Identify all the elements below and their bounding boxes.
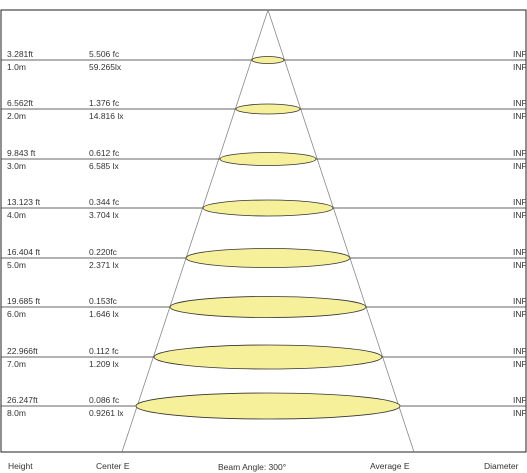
beam-spot-ellipse xyxy=(153,344,383,370)
center-fc-label: 0.612 fc xyxy=(89,148,120,158)
distance-row: 26.247ft 0.086 fc 8.0m 0.9261 lx INF INF xyxy=(1,392,527,420)
beam-spot-ellipse xyxy=(185,248,351,268)
beam-right-edge xyxy=(267,9,415,453)
beam-left-edge xyxy=(121,9,269,453)
diameter-bottom-label: INF xyxy=(513,309,527,319)
height-ft-label: 6.562ft xyxy=(7,98,34,108)
diameter-bottom-label: INF xyxy=(513,62,527,72)
center-fc-label: 0.344 fc xyxy=(89,197,120,207)
height-ft-label: 22.966ft xyxy=(7,346,38,356)
beam-spot-ellipse xyxy=(219,152,317,166)
center-lx-label: 3.704 lx xyxy=(89,210,120,220)
center-lx-label: 14.816 lx xyxy=(89,111,124,121)
diameter-top-label: INF xyxy=(513,395,527,405)
diameter-bottom-label: INF xyxy=(513,408,527,418)
beam-spot-ellipse xyxy=(202,199,334,217)
center-fc-label: 0.112 fc xyxy=(89,346,119,356)
diameter-top-label: INF xyxy=(513,148,527,158)
footer-diameter-label: Diameter xyxy=(484,461,519,471)
distance-row: 6.562ft 1.376 fc 2.0m 14.816 lx INF INF xyxy=(1,98,527,121)
center-fc-label: 0.153fc xyxy=(89,296,118,306)
height-m-label: 5.0m xyxy=(7,260,26,270)
height-ft-label: 3.281ft xyxy=(7,49,34,59)
height-ft-label: 9.843 ft xyxy=(7,148,36,158)
center-lx-label: 1.209 lx xyxy=(89,359,120,369)
center-fc-label: 1.376 fc xyxy=(89,98,120,108)
height-m-label: 8.0m xyxy=(7,408,26,418)
distance-row: 3.281ft 5.506 fc 1.0m 59.265lx INF INF xyxy=(1,49,527,72)
height-m-label: 3.0m xyxy=(7,161,26,171)
diameter-top-label: INF xyxy=(513,346,527,356)
diameter-top-label: INF xyxy=(513,247,527,257)
height-m-label: 6.0m xyxy=(7,309,26,319)
height-ft-label: 13.123 ft xyxy=(7,197,41,207)
beam-spot-ellipse xyxy=(169,296,367,318)
distance-row: 9.843 ft 0.612 fc 3.0m 6.585 lx INF INF xyxy=(1,148,527,171)
center-lx-label: 59.265lx xyxy=(89,62,122,72)
center-lx-label: 6.585 lx xyxy=(89,161,120,171)
beam-spot-ellipse xyxy=(135,392,401,420)
height-ft-label: 16.404 ft xyxy=(7,247,41,257)
distance-row: 22.966ft 0.112 fc 7.0m 1.209 lx INF INF xyxy=(1,344,527,370)
footer-center-label: Center E xyxy=(96,461,130,471)
diameter-top-label: INF xyxy=(513,98,527,108)
center-lx-label: 1.646 lx xyxy=(89,309,120,319)
diameter-bottom-label: INF xyxy=(513,210,527,220)
distance-row: 16.404 ft 0.220fc 5.0m 2.371 lx INF INF xyxy=(1,247,527,270)
diameter-bottom-label: INF xyxy=(513,260,527,270)
diameter-bottom-label: INF xyxy=(513,359,527,369)
diameter-top-label: INF xyxy=(513,197,527,207)
center-fc-label: 5.506 fc xyxy=(89,49,120,59)
center-lx-label: 0.9261 lx xyxy=(89,408,124,418)
height-ft-label: 26.247ft xyxy=(7,395,38,405)
footer-height-label: Height xyxy=(8,461,33,471)
height-m-label: 7.0m xyxy=(7,359,26,369)
footer-average-label: Average E xyxy=(370,461,410,471)
footer-beam-angle-label: Beam Angle: 300° xyxy=(218,462,286,472)
center-fc-label: 0.220fc xyxy=(89,247,118,257)
diameter-bottom-label: INF xyxy=(513,161,527,171)
height-m-label: 1.0m xyxy=(7,62,26,72)
height-ft-label: 19.685 ft xyxy=(7,296,41,306)
diameter-bottom-label: INF xyxy=(513,111,527,121)
distance-row: 13.123 ft 0.344 fc 4.0m 3.704 lx INF INF xyxy=(1,197,527,220)
center-fc-label: 0.086 fc xyxy=(89,395,120,405)
distance-rows: 3.281ft 5.506 fc1.0m 59.265lxINFINF6.562ft… xyxy=(1,49,527,420)
diagram-frame xyxy=(0,9,527,453)
center-lx-label: 2.371 lx xyxy=(89,260,120,270)
beam-spot-ellipse xyxy=(235,103,301,115)
height-m-label: 2.0m xyxy=(7,111,26,121)
distance-row: 19.685 ft 0.153fc 6.0m 1.646 lx INF INF xyxy=(1,296,527,319)
beam-spot-ellipse xyxy=(251,56,285,64)
footer-labels: Height Center E Beam Angle: 300° Average… xyxy=(8,461,519,472)
height-m-label: 4.0m xyxy=(7,210,26,220)
diameter-top-label: INF xyxy=(513,49,527,59)
diameter-top-label: INF xyxy=(513,296,527,306)
